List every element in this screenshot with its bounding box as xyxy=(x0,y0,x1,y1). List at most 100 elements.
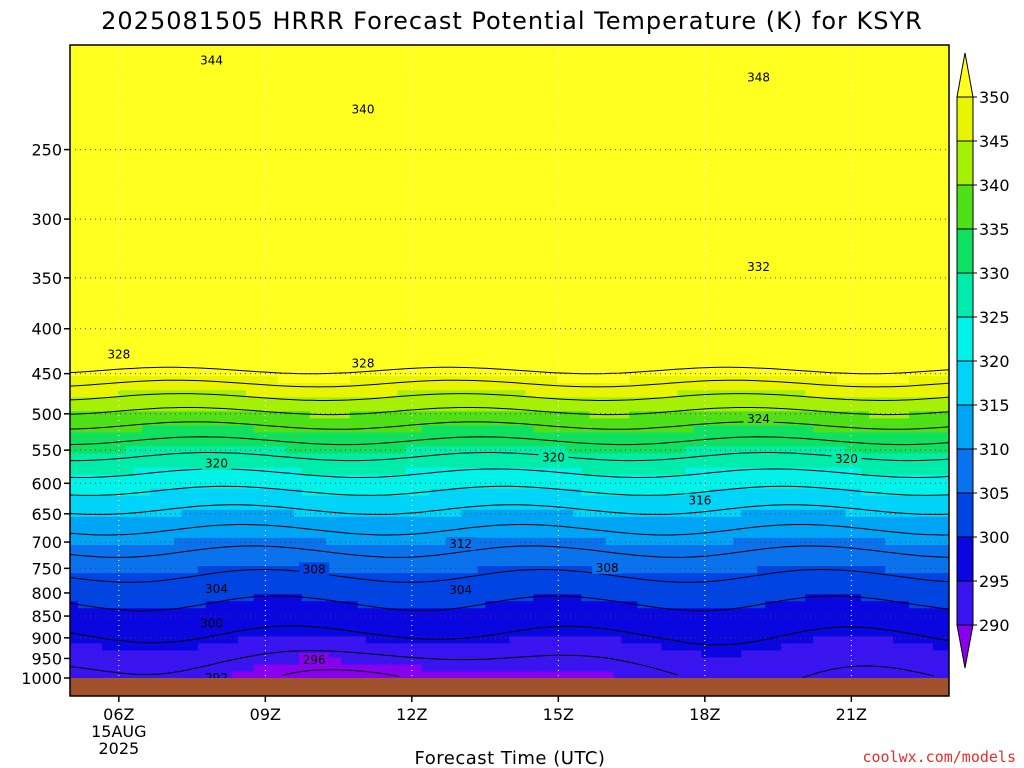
heatmap-cell xyxy=(405,241,415,250)
heatmap-cell xyxy=(165,248,175,257)
heatmap-cell xyxy=(125,213,135,222)
heatmap-cell xyxy=(221,220,231,229)
heatmap-cell xyxy=(413,375,423,384)
heatmap-cell xyxy=(269,171,279,180)
heatmap-cell xyxy=(365,199,375,208)
heatmap-cell xyxy=(133,150,143,159)
heatmap-cell xyxy=(269,347,279,356)
heatmap-cell xyxy=(445,396,455,405)
heatmap-cell xyxy=(253,333,263,341)
heatmap-cell xyxy=(501,663,511,672)
heatmap-cell xyxy=(301,241,311,250)
heatmap-cell xyxy=(349,143,359,152)
heatmap-cell xyxy=(429,270,439,278)
heatmap-cell xyxy=(509,635,519,644)
heatmap-cell xyxy=(325,150,335,159)
heatmap-cell xyxy=(341,312,351,320)
heatmap-cell xyxy=(269,157,279,166)
heatmap-cell xyxy=(389,495,399,503)
heatmap-cell xyxy=(341,459,351,468)
heatmap-cell xyxy=(213,445,223,454)
heatmap-cell xyxy=(373,164,383,173)
heatmap-cell xyxy=(357,298,367,306)
heatmap-cell xyxy=(445,382,455,391)
heatmap-cell xyxy=(101,340,111,349)
heatmap-cell xyxy=(469,256,479,264)
heatmap-cell xyxy=(181,635,191,644)
heatmap-cell xyxy=(245,361,255,370)
heatmap-cell xyxy=(365,213,375,222)
heatmap-cell xyxy=(477,136,487,145)
heatmap-cell xyxy=(149,572,159,581)
heatmap-cell xyxy=(237,417,247,426)
heatmap-cell xyxy=(133,108,143,116)
heatmap-cell xyxy=(149,488,159,496)
heatmap-cell xyxy=(437,656,447,665)
heatmap-cell xyxy=(405,171,415,180)
heatmap-cell xyxy=(469,502,479,510)
heatmap-cell xyxy=(445,663,455,672)
heatmap-cell xyxy=(437,537,447,545)
heatmap-cell xyxy=(85,192,95,201)
heatmap-cell xyxy=(157,115,167,123)
heatmap-cell xyxy=(365,375,375,384)
heatmap-cell xyxy=(293,614,303,623)
heatmap-cell xyxy=(349,403,359,412)
heatmap-cell xyxy=(453,220,463,229)
heatmap-cell xyxy=(165,101,175,109)
heatmap-cell xyxy=(381,544,391,552)
heatmap-cell xyxy=(365,340,375,349)
heatmap-cell xyxy=(253,382,263,391)
heatmap-cell xyxy=(477,354,487,363)
heatmap-cell xyxy=(101,530,111,538)
heatmap-cell xyxy=(325,614,335,623)
heatmap-cell xyxy=(269,607,279,616)
heatmap-cell xyxy=(389,234,399,243)
heatmap-cell xyxy=(157,467,167,475)
heatmap-cell xyxy=(165,593,175,602)
heatmap-cell xyxy=(141,185,151,194)
heatmap-cell xyxy=(221,565,231,574)
heatmap-cell xyxy=(413,164,423,173)
heatmap-cell xyxy=(477,115,487,123)
heatmap-cell xyxy=(117,375,127,384)
heatmap-cell xyxy=(461,516,471,524)
heatmap-cell xyxy=(357,509,367,517)
heatmap-cell xyxy=(101,185,111,194)
heatmap-cell xyxy=(445,115,455,123)
heatmap-cell xyxy=(333,635,343,644)
heatmap-cell xyxy=(197,220,207,229)
heatmap-cell xyxy=(453,284,463,292)
heatmap-cell xyxy=(405,607,415,616)
heatmap-cell xyxy=(389,220,399,229)
heatmap-cell xyxy=(461,59,471,67)
heatmap-cell xyxy=(309,45,319,53)
heatmap-cell xyxy=(205,572,215,581)
heatmap-cell xyxy=(101,509,111,517)
heatmap-cell xyxy=(221,445,231,454)
heatmap-cell xyxy=(109,164,119,173)
heatmap-cell xyxy=(173,572,183,581)
heatmap-cell xyxy=(325,206,335,215)
heatmap-cell xyxy=(341,537,351,545)
heatmap-cell xyxy=(341,73,351,81)
heatmap-cell xyxy=(413,206,423,215)
heatmap-cell xyxy=(421,649,431,658)
heatmap-cell xyxy=(397,382,407,391)
heatmap-cell xyxy=(429,354,439,363)
heatmap-cell xyxy=(469,270,479,278)
heatmap-cell xyxy=(501,277,511,285)
heatmap-cell xyxy=(157,143,167,152)
heatmap-cell xyxy=(301,150,311,159)
heatmap-cell xyxy=(437,467,447,475)
heatmap-cell xyxy=(333,340,343,349)
heatmap-cell xyxy=(77,403,87,412)
heatmap-cell xyxy=(109,607,119,616)
heatmap-cell xyxy=(453,122,463,130)
heatmap-cell xyxy=(309,270,319,278)
heatmap-cell xyxy=(213,234,223,243)
heatmap-cell xyxy=(229,621,239,630)
heatmap-cell xyxy=(469,354,479,363)
heatmap-cell xyxy=(269,45,279,53)
heatmap-cell xyxy=(125,284,135,292)
